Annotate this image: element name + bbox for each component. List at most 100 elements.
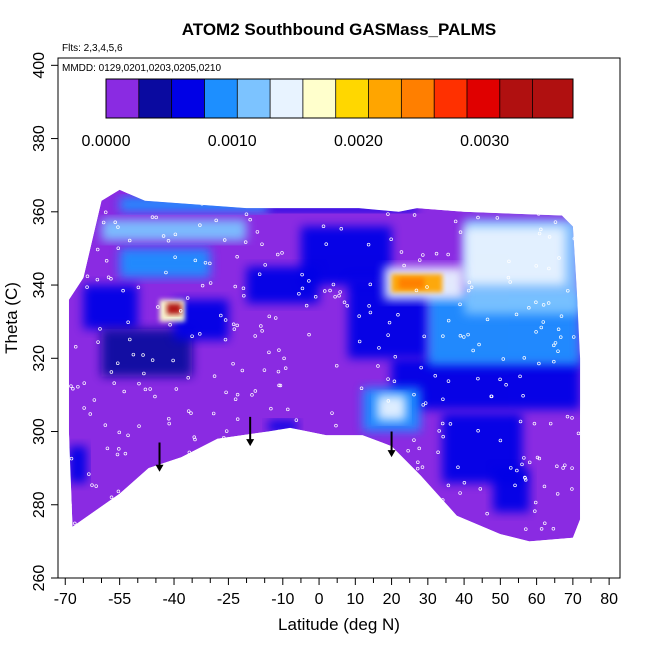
track-point bbox=[116, 225, 120, 229]
track-point bbox=[501, 357, 506, 361]
track-point bbox=[566, 288, 570, 293]
x-tick-label: 40 bbox=[455, 591, 473, 608]
track-point bbox=[95, 247, 100, 252]
track-point bbox=[103, 423, 108, 427]
track-point bbox=[141, 353, 145, 357]
track-point bbox=[334, 423, 338, 428]
track-point bbox=[277, 348, 281, 352]
track-point bbox=[386, 212, 390, 216]
track-point bbox=[105, 446, 110, 451]
track-point bbox=[437, 429, 441, 433]
track-point bbox=[310, 483, 314, 488]
track-point bbox=[539, 527, 544, 531]
track-point bbox=[117, 430, 122, 435]
chart-title: ATOM2 Southbound GASMass_PALMS bbox=[182, 20, 497, 39]
track-point bbox=[546, 301, 551, 305]
track-point bbox=[462, 481, 467, 485]
track-point bbox=[440, 421, 445, 426]
track-point bbox=[300, 272, 304, 277]
track-point bbox=[156, 305, 160, 309]
track-point bbox=[92, 398, 97, 402]
track-point bbox=[527, 306, 531, 310]
track-point bbox=[356, 467, 361, 472]
x-tick-label: 70 bbox=[564, 591, 582, 608]
track-point bbox=[571, 335, 576, 339]
track-point bbox=[148, 387, 152, 391]
track-point bbox=[168, 323, 172, 327]
track-point bbox=[208, 281, 213, 285]
track-point bbox=[232, 327, 237, 331]
colorbar-tick-label: 0.0000 bbox=[82, 133, 131, 150]
colorbar-gradient bbox=[105, 78, 574, 119]
track-point bbox=[233, 397, 238, 401]
track-point bbox=[366, 242, 371, 247]
track-point bbox=[113, 220, 117, 225]
track-point bbox=[101, 220, 106, 225]
track-point bbox=[442, 530, 446, 535]
track-point bbox=[358, 454, 363, 459]
track-point bbox=[171, 521, 176, 526]
track-point bbox=[339, 514, 343, 519]
track-point bbox=[112, 381, 116, 385]
track-point bbox=[576, 431, 581, 436]
track-point bbox=[260, 242, 264, 246]
field-region-24 bbox=[166, 303, 182, 315]
field-region-17 bbox=[68, 446, 88, 483]
colorbar-tick-label: 0.0010 bbox=[208, 133, 257, 150]
track-point bbox=[297, 291, 301, 296]
track-point bbox=[219, 313, 223, 318]
track-point bbox=[522, 456, 526, 460]
track-point bbox=[222, 238, 227, 242]
track-point bbox=[563, 463, 567, 467]
x-tick-label: 10 bbox=[346, 591, 364, 608]
track-point bbox=[82, 381, 87, 385]
colorbar: 0.0000 0.0010 0.0020 0.0030 bbox=[82, 78, 574, 150]
y-tick-label: 360 bbox=[31, 198, 48, 225]
x-tick-label: -70 bbox=[54, 591, 77, 608]
track-point bbox=[126, 320, 130, 325]
track-point bbox=[137, 424, 141, 428]
track-point bbox=[203, 470, 208, 474]
track-point bbox=[541, 303, 546, 307]
track-point bbox=[73, 521, 77, 526]
track-point bbox=[186, 376, 190, 380]
track-point bbox=[234, 202, 239, 207]
track-point bbox=[574, 214, 579, 218]
track-point bbox=[224, 429, 229, 433]
track-point bbox=[211, 489, 215, 493]
track-point bbox=[421, 253, 425, 257]
track-point bbox=[555, 492, 560, 496]
track-point bbox=[203, 464, 207, 468]
track-point bbox=[123, 451, 128, 456]
track-point bbox=[520, 462, 524, 467]
track-point bbox=[240, 527, 245, 532]
track-point bbox=[235, 392, 240, 397]
track-point bbox=[565, 414, 570, 419]
track-point bbox=[466, 332, 470, 337]
track-point bbox=[386, 377, 390, 381]
y-tick-label: 340 bbox=[31, 272, 48, 299]
track-point bbox=[128, 337, 132, 342]
track-point bbox=[495, 216, 500, 220]
track-point bbox=[273, 316, 278, 320]
track-point bbox=[85, 285, 89, 289]
track-point bbox=[154, 215, 158, 220]
y-tick-label: 400 bbox=[31, 52, 48, 79]
track-point bbox=[117, 447, 121, 451]
track-point bbox=[414, 288, 419, 293]
track-point bbox=[414, 506, 419, 511]
track-point bbox=[420, 465, 425, 469]
track-point bbox=[462, 335, 466, 339]
track-point bbox=[102, 523, 107, 527]
track-point bbox=[477, 342, 481, 347]
track-point bbox=[294, 435, 299, 439]
x-tick-label: -40 bbox=[162, 591, 185, 608]
track-point bbox=[402, 263, 406, 268]
track-point bbox=[223, 337, 228, 342]
track-point bbox=[541, 320, 546, 324]
track-point bbox=[524, 527, 528, 531]
x-tick-label: 80 bbox=[600, 591, 618, 608]
track-point bbox=[457, 195, 462, 199]
y-tick-label: 260 bbox=[31, 565, 48, 592]
track-point bbox=[412, 213, 417, 217]
